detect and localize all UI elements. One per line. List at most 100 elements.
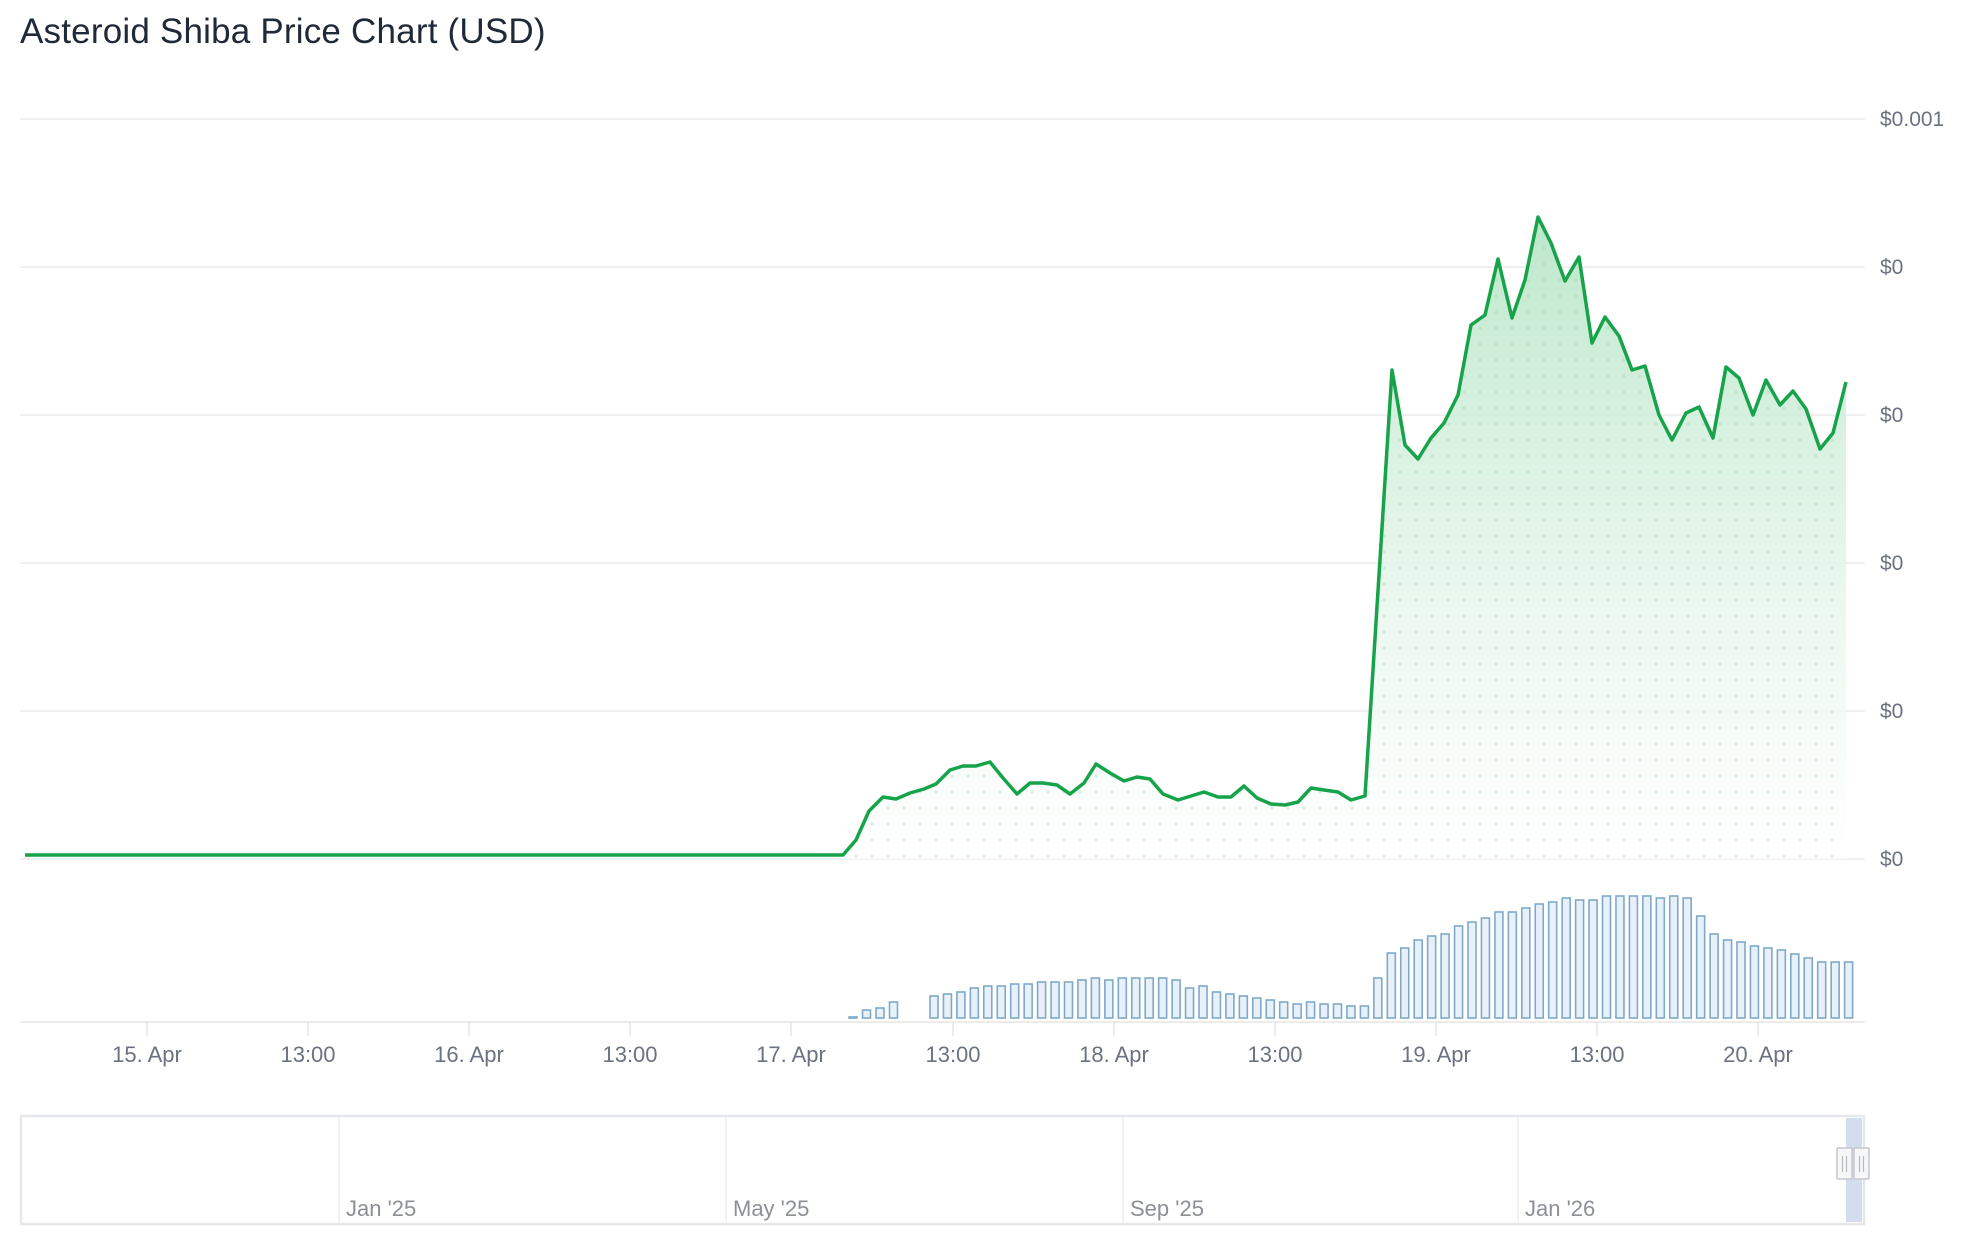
volume-bar	[1547, 901, 1558, 1019]
y-axis-label: $0	[1880, 404, 1903, 427]
volume-bar	[1776, 949, 1787, 1019]
volume-bar	[1386, 952, 1397, 1019]
volume-bar	[1023, 983, 1033, 1019]
volume-bar	[1668, 895, 1679, 1019]
volume-bar	[1036, 981, 1047, 1019]
volume-bar	[1736, 941, 1746, 1019]
volume-bar	[1157, 977, 1168, 1019]
y-axis-label: $0	[1880, 848, 1903, 871]
volume-bar	[1655, 897, 1666, 1019]
volume-bar	[1601, 895, 1612, 1019]
volume-bar	[1211, 991, 1222, 1019]
volume-bar	[1238, 995, 1249, 1019]
volume-bar	[1763, 947, 1773, 1019]
volume-bar	[1453, 925, 1464, 1019]
x-axis-label: 13:00	[280, 1042, 335, 1067]
volume-bar	[1574, 899, 1585, 1019]
volume-bar	[1171, 979, 1181, 1019]
volume-bar	[1373, 977, 1383, 1019]
x-axis-label: 20. Apr	[1723, 1042, 1793, 1067]
volume-bar	[1749, 945, 1760, 1019]
volume-bar	[1830, 961, 1840, 1019]
volume-bar	[1507, 911, 1518, 1019]
volume-bar	[1063, 981, 1074, 1019]
chart-title: Asteroid Shiba Price Chart (USD)	[20, 12, 546, 51]
volume-bar	[1117, 977, 1128, 1019]
price-area	[25, 215, 1848, 859]
volume-bar	[1803, 957, 1814, 1019]
volume-bar	[1090, 977, 1101, 1019]
volume-bar	[1130, 977, 1141, 1019]
price-line[interactable]	[25, 215, 1848, 857]
volume-bar	[1440, 933, 1450, 1019]
volume-bar	[1252, 997, 1262, 1019]
volume-bar	[1050, 981, 1060, 1019]
volume-bar	[1292, 1003, 1302, 1019]
volume-bar	[942, 993, 953, 1019]
volume-bar	[848, 1016, 858, 1019]
volume-bar	[1198, 985, 1208, 1019]
volume-bar	[1426, 935, 1437, 1019]
navigator-left-handle[interactable]	[1836, 1147, 1853, 1180]
volume-bar	[982, 985, 993, 1019]
volume-bar	[1682, 897, 1692, 1019]
volume-bar	[1346, 1005, 1356, 1019]
volume-bar	[1305, 1001, 1316, 1019]
x-axis-label: 13:00	[1569, 1042, 1624, 1067]
volume-bar	[1642, 895, 1652, 1019]
volume-bar	[1628, 895, 1639, 1019]
volume-bar	[1494, 911, 1504, 1019]
y-axis-label: $0	[1880, 256, 1903, 279]
volume-bar	[969, 987, 980, 1019]
volume-bar	[929, 995, 939, 1019]
volume-bar	[1816, 961, 1827, 1019]
volume-bar	[1467, 921, 1477, 1019]
volume-bar	[996, 985, 1007, 1019]
volume-bar	[1722, 939, 1733, 1019]
navigator[interactable]: Jan '25 May '25 Sep '25 Jan '26	[19, 1114, 1870, 1226]
handle-grip-icon[interactable]	[1836, 1147, 1853, 1180]
volume-bar	[1332, 1003, 1343, 1019]
volume-bar	[956, 991, 966, 1019]
volume-bar	[1695, 915, 1706, 1019]
x-axis-label: 16. Apr	[434, 1042, 504, 1067]
y-axis-label: $0	[1880, 700, 1903, 723]
volume-bar	[1077, 979, 1087, 1019]
volume-bar	[1399, 947, 1410, 1019]
volume-bar	[1009, 983, 1020, 1019]
volume-bar	[1359, 1005, 1370, 1019]
x-axis-label: 13:00	[925, 1042, 980, 1067]
volume-bar	[875, 1007, 885, 1019]
volume-bar	[1588, 899, 1598, 1019]
area-dots	[843, 217, 1846, 859]
navigator-label: Jan '26	[1525, 1196, 1595, 1221]
volume-bar	[888, 1001, 899, 1019]
y-axis-labels: $0.001 $0 $0 $0 $0 $0	[1880, 108, 1944, 871]
handle-grip-icon[interactable]	[1853, 1147, 1870, 1180]
volume-bar	[1104, 979, 1114, 1019]
navigator-frame	[19, 1114, 1866, 1226]
volume-bar	[1413, 939, 1423, 1019]
y-axis-label: $0	[1880, 552, 1903, 575]
volume-bars	[848, 895, 1854, 1019]
x-axis-label: 15. Apr	[112, 1042, 182, 1067]
navigator-label: Jan '25	[346, 1196, 416, 1221]
y-axis-label: $0.001	[1880, 108, 1944, 131]
volume-bar	[1534, 903, 1545, 1019]
navigator-label: May '25	[733, 1196, 809, 1221]
x-axis-label: 13:00	[1247, 1042, 1302, 1067]
volume-bar	[1184, 987, 1195, 1019]
volume-bar	[1521, 907, 1531, 1019]
volume-bar	[1225, 993, 1235, 1019]
volume-bar	[1319, 1003, 1329, 1019]
navigator-right-handle[interactable]	[1853, 1147, 1870, 1180]
volume-bar	[1790, 953, 1800, 1019]
volume-bar	[861, 1009, 872, 1019]
x-axis-label: 18. Apr	[1079, 1042, 1149, 1067]
volume-bar	[1480, 917, 1491, 1019]
volume-bar	[1561, 897, 1571, 1019]
x-axis-label: 19. Apr	[1401, 1042, 1471, 1067]
x-axis-label: 17. Apr	[756, 1042, 826, 1067]
volume-bar	[1144, 977, 1154, 1019]
